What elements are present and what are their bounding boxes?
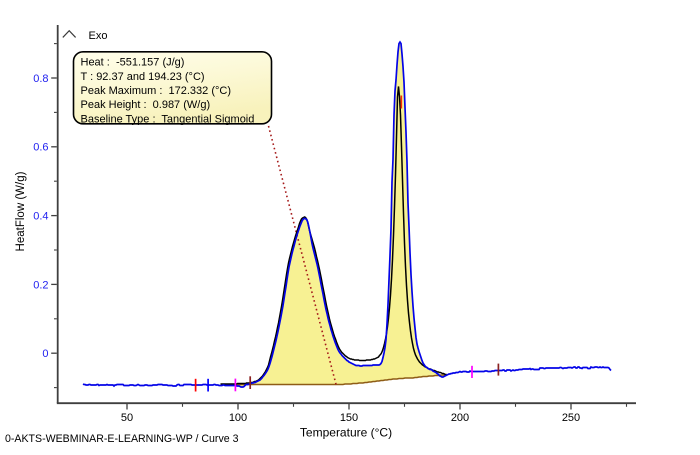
svg-text:50: 50 — [121, 412, 133, 424]
svg-text:0.2: 0.2 — [33, 279, 48, 291]
svg-text:200: 200 — [451, 412, 469, 424]
svg-text:0.6: 0.6 — [33, 142, 48, 154]
svg-text:250: 250 — [562, 412, 580, 424]
svg-text:0.8: 0.8 — [33, 73, 48, 85]
svg-text:0-AKTS-WEBMINAR-E-LEARNING-WP: 0-AKTS-WEBMINAR-E-LEARNING-WP / Curve 3 — [5, 433, 239, 445]
svg-text:T : 92.37 and 194.23 (°C): T : 92.37 and 194.23 (°C) — [81, 71, 205, 83]
svg-text:Peak Maximum : 172.332 (°C): Peak Maximum : 172.332 (°C) — [81, 85, 232, 97]
svg-text:100: 100 — [229, 412, 247, 424]
svg-text:0.4: 0.4 — [33, 211, 48, 223]
svg-text:Baseline Type : Tangential Si: Baseline Type : Tangential Sigmoid — [81, 113, 255, 125]
svg-text:Peak Height : 0.987 (W/g): Peak Height : 0.987 (W/g) — [81, 99, 211, 111]
svg-text:150: 150 — [340, 412, 358, 424]
svg-text:Exo: Exo — [89, 30, 108, 42]
svg-text:Temperature (°C): Temperature (°C) — [300, 426, 392, 440]
svg-text:Heat : -551.157 (J/g): Heat : -551.157 (J/g) — [81, 57, 185, 69]
svg-text:0: 0 — [42, 348, 48, 360]
svg-text:HeatFlow (W/g): HeatFlow (W/g) — [15, 171, 27, 251]
